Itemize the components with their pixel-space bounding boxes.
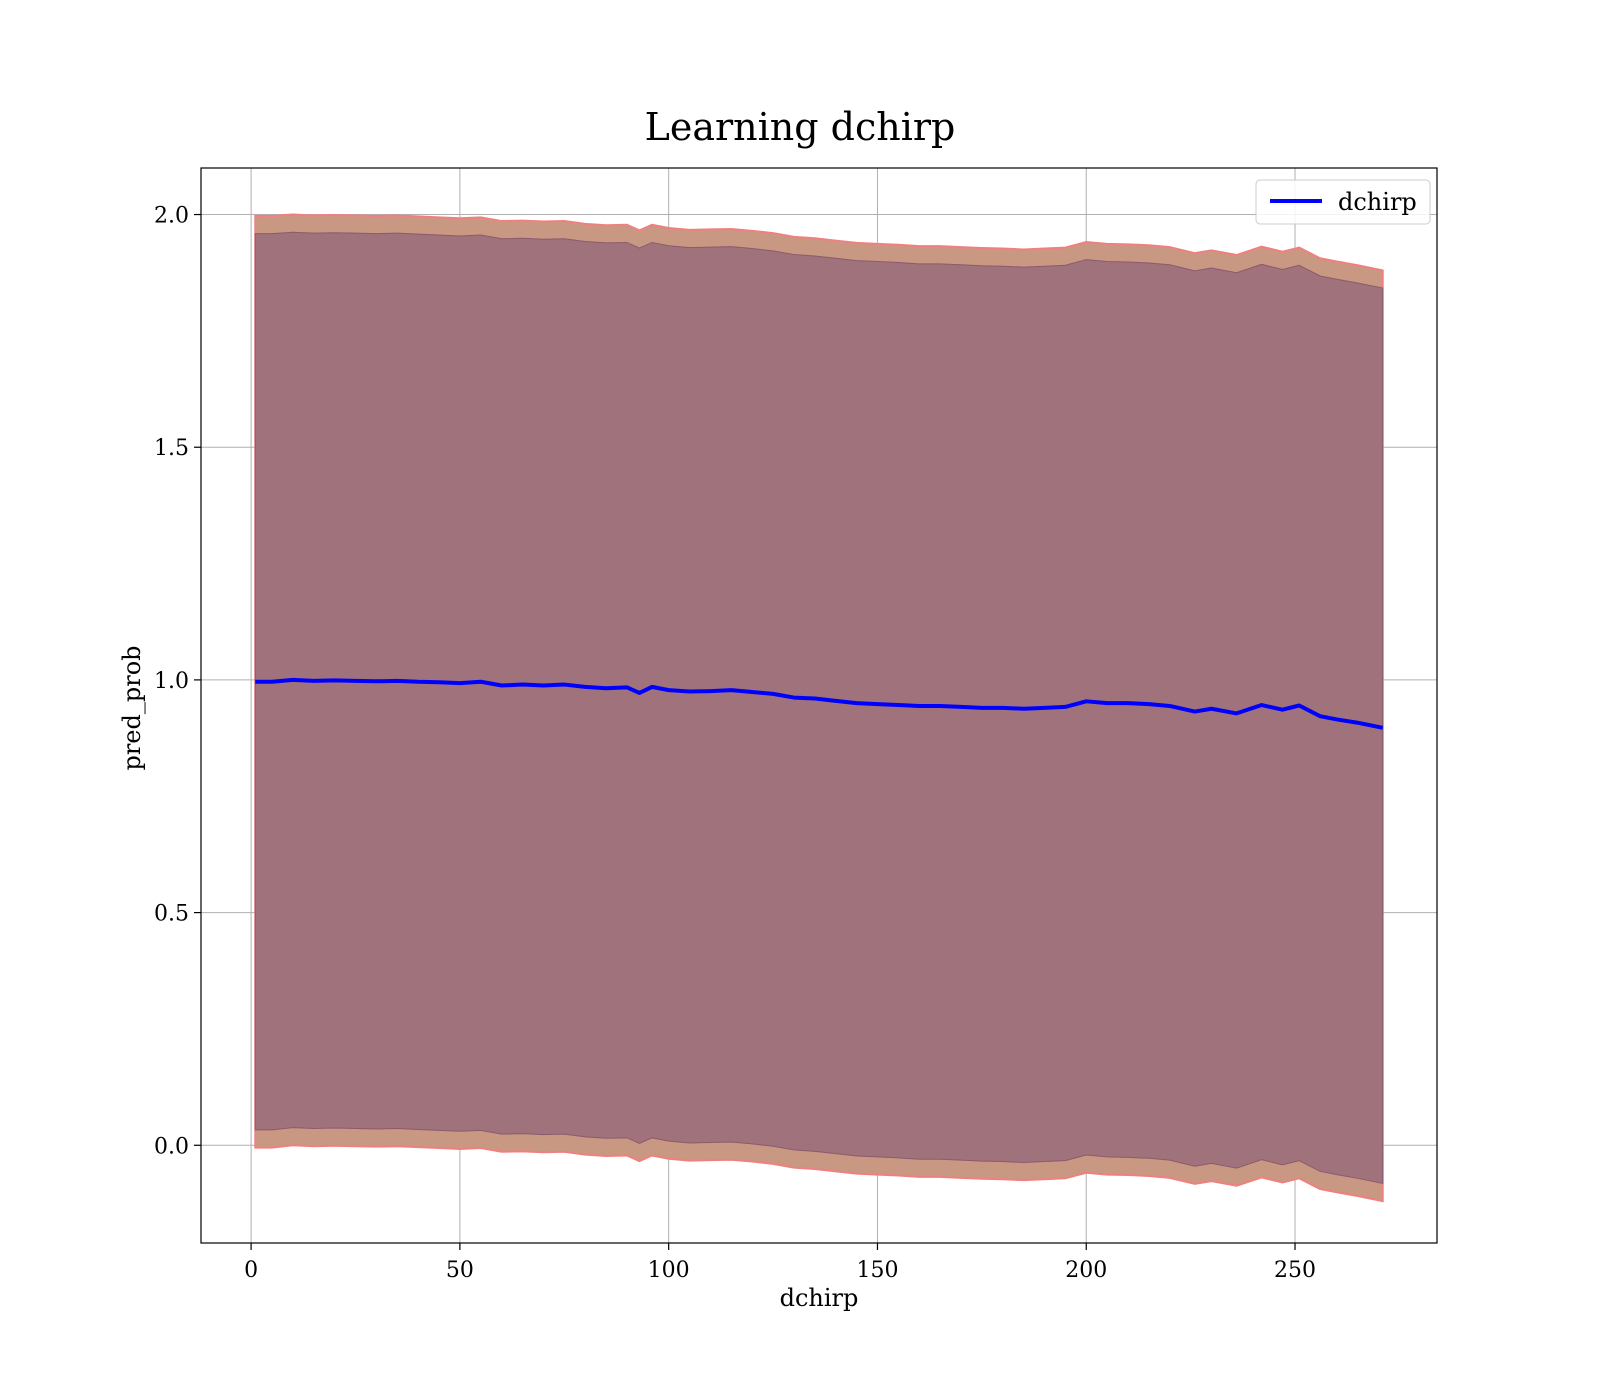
x-tick-label: 150 — [856, 1258, 898, 1283]
x-tick-label: 200 — [1065, 1258, 1107, 1283]
y-tick-label: 1.0 — [154, 669, 189, 694]
y-tick-label: 0.0 — [154, 1134, 189, 1159]
plot-frame — [200, 167, 1438, 1244]
inner-confidence-band — [254, 231, 1384, 1185]
tick-layer: 0 50 100 150 200 250 0.0 0.5 1.0 1.5 2.0 — [154, 204, 1316, 1283]
legend-box — [1255, 179, 1431, 225]
x-tick-label: 250 — [1274, 1258, 1316, 1283]
y-tick-label: 1.5 — [154, 436, 189, 461]
legend: dchirp — [1255, 179, 1431, 225]
x-axis-label: dchirp — [780, 1284, 859, 1312]
series-line-dchirp — [255, 677, 1384, 730]
y-tick-label: 2.0 — [154, 204, 189, 229]
band-layer — [254, 213, 1384, 1203]
legend-entry-dchirp: dchirp — [1338, 188, 1417, 216]
x-tick-label: 50 — [446, 1258, 474, 1283]
chart-title: Learning dchirp — [645, 105, 956, 149]
y-tick-label: 0.5 — [154, 902, 189, 927]
y-axis-label: pred_prob — [118, 645, 146, 770]
x-tick-label: 0 — [244, 1258, 258, 1283]
x-tick-label: 100 — [648, 1258, 690, 1283]
line-layer — [255, 677, 1384, 730]
